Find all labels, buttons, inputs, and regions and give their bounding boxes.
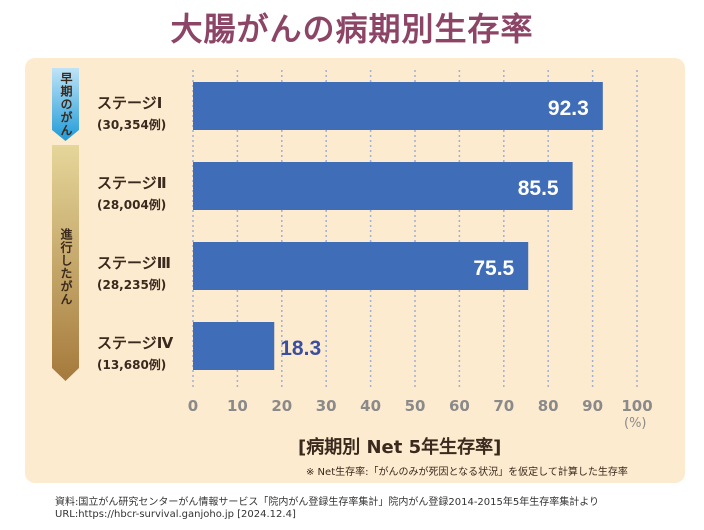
- bar-stage-3: [193, 242, 529, 290]
- x-tick-label: 0: [187, 397, 199, 415]
- stage-label-1: ステージⅠ (30,354例): [97, 94, 167, 132]
- value-label: 92.3: [548, 97, 589, 120]
- x-tick-label: 10: [226, 397, 248, 415]
- stage-label-4: ステージⅣ (13,680例): [97, 334, 174, 372]
- x-tick-label: 20: [271, 397, 293, 415]
- footnote: ※ Net生存率:「がんのみが死因となる状況」を仮定して計算した生存率: [306, 467, 628, 478]
- x-tick-label: 90: [582, 397, 604, 415]
- source-text: 資料:国立がん研究センターがん情報サービス「院内がん登録生存率集計」院内がん登録…: [55, 497, 600, 508]
- x-tick-label: 30: [315, 397, 337, 415]
- advanced-stage-label: 進行したがん: [59, 228, 73, 306]
- early-stage-label: 早期のがん: [59, 72, 73, 137]
- advanced-stage-arrow: [52, 145, 79, 381]
- x-tick-label: 70: [493, 397, 515, 415]
- value-label: 75.5: [473, 257, 514, 280]
- x-tick-label: 40: [360, 397, 382, 415]
- bar-stage-2: [193, 162, 573, 210]
- bar-stage-4: [193, 322, 275, 370]
- x-tick-label: 60: [448, 397, 470, 415]
- value-label: 85.5: [518, 177, 559, 200]
- source-url: URL:https://hbcr-survival.ganjoho.jp [20…: [55, 509, 296, 520]
- x-tick-label: 50: [404, 397, 426, 415]
- stage-label-3: ステージⅢ (28,235例): [97, 254, 171, 292]
- bar-stage-1: [193, 82, 603, 130]
- x-tick-label: 80: [537, 397, 559, 415]
- x-tick-label: 100: [621, 397, 653, 415]
- chart-title: [病期別 Net 5年生存率]: [298, 437, 502, 458]
- early-stage-arrow: [52, 68, 79, 141]
- stage-label-2: ステージⅡ (28,004例): [97, 174, 167, 212]
- page-title: 大腸がんの病期別生存率: [170, 10, 534, 48]
- x-unit-label: (%): [624, 416, 647, 431]
- value-label: 18.3: [280, 337, 321, 360]
